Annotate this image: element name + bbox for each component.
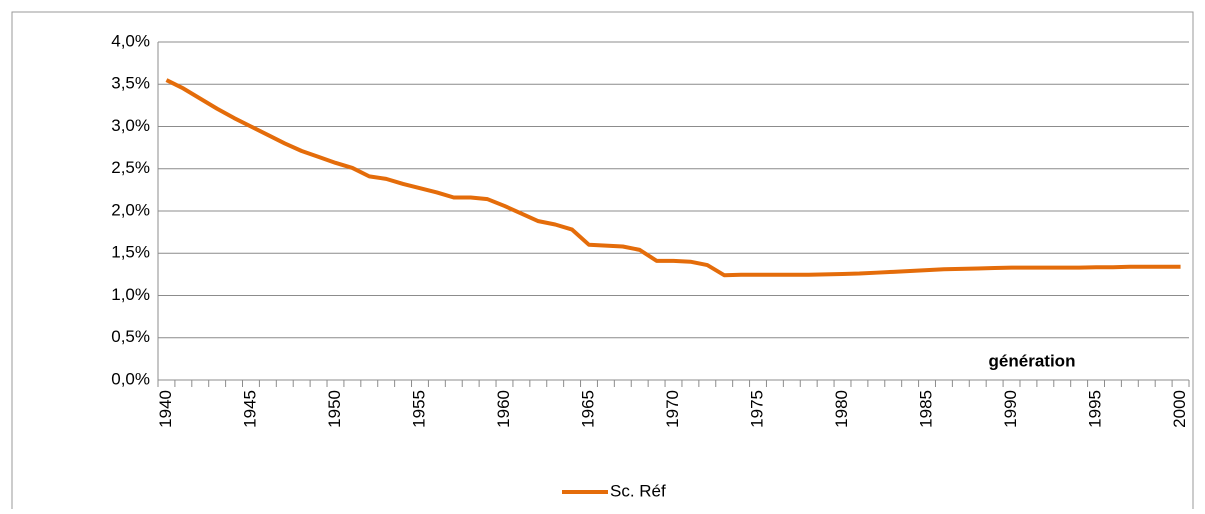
x-tick-label: 1990 (1001, 390, 1020, 428)
y-tick-label: 3,5% (111, 74, 150, 93)
x-tick-label: 1945 (240, 390, 259, 428)
x-tick-label: 1980 (832, 390, 851, 428)
x-tick-label: 1995 (1086, 390, 1105, 428)
annotation: génération (989, 351, 1076, 370)
x-tick-label: 1985 (917, 390, 936, 428)
x-tick-label: 1970 (663, 390, 682, 428)
y-tick-label: 1,0% (111, 285, 150, 304)
y-tick-label: 3,0% (111, 116, 150, 135)
y-tick-label: 2,5% (111, 158, 150, 177)
legend-label: Sc. Réf (610, 481, 666, 500)
x-tick-label: 1975 (747, 390, 766, 428)
x-tick-label: 1940 (156, 390, 175, 428)
series-line (165, 78, 1181, 278)
x-tick-label: 1950 (325, 390, 344, 428)
x-tick-label: 1955 (409, 390, 428, 428)
x-tick-label: 1960 (494, 390, 513, 428)
y-tick-label: 2,0% (111, 200, 150, 219)
y-tick-label: 0,5% (111, 327, 150, 346)
chart-border (11, 11, 1194, 514)
x-tick-label: 2000 (1170, 390, 1189, 428)
y-tick-label: 4,0% (111, 31, 150, 50)
x-tick-label: 1965 (578, 390, 597, 428)
y-tick-label: 0,0% (111, 369, 150, 388)
y-tick-label: 1,5% (111, 243, 150, 262)
